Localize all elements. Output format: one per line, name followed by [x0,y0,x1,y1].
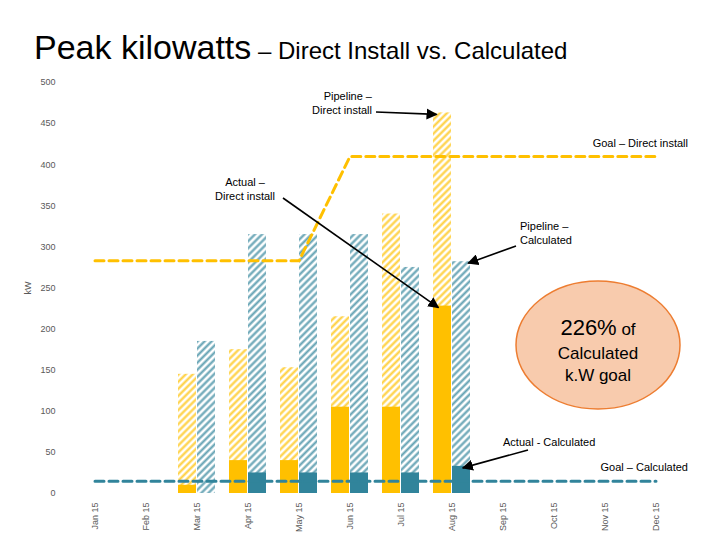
html-text:Peak kilowatts– Direct Install: Peak kilowatts– Direct Install vs. Calcu… [34,28,568,66]
svg-text:400: 400 [40,160,55,170]
svg-text:Aug 15: Aug 15 [447,503,457,532]
svg-text:Pipeline –Direct install: Pipeline –Direct install [312,90,373,116]
svg-text:Sep 15: Sep 15 [498,503,508,532]
svg-text:Goal – Direct install: Goal – Direct install [593,137,688,149]
svg-text:100: 100 [40,406,55,416]
svg-text:Actual –Direct install: Actual –Direct install [215,176,275,202]
svg-text:250: 250 [40,283,55,293]
svg-text:k.W goal: k.W goal [565,366,631,385]
svg-text:Goal – Calculated: Goal – Calculated [601,461,688,473]
svg-text:350: 350 [40,201,55,211]
svg-text:450: 450 [40,118,55,128]
svg-text:Feb 15: Feb 15 [141,503,151,531]
svg-text:Mar 15: Mar 15 [192,503,202,531]
svg-text:200: 200 [40,324,55,334]
svg-text:Jan 15: Jan 15 [90,503,100,530]
svg-text:kW: kW [23,281,33,295]
svg-text:500: 500 [40,77,55,87]
svg-text:Oct 15: Oct 15 [549,503,559,530]
svg-text:Pipeline –Calculated: Pipeline –Calculated [520,220,572,246]
svg-text:50: 50 [45,447,55,457]
svg-text:300: 300 [40,242,55,252]
svg-text:Apr 15: Apr 15 [243,503,253,530]
svg-text:Dec 15: Dec 15 [651,503,661,532]
svg-text:Calculated: Calculated [558,344,638,363]
svg-text:Nov 15: Nov 15 [600,503,610,532]
svg-text:May 15: May 15 [294,503,304,533]
svg-text:Jun 15: Jun 15 [345,503,355,530]
svg-text:150: 150 [40,365,55,375]
svg-text:Jul 15: Jul 15 [396,503,406,527]
svg-text:Actual - Calculated: Actual - Calculated [503,436,595,448]
svg-text:0: 0 [50,488,55,498]
svg-text:226% of: 226% of [560,315,635,340]
